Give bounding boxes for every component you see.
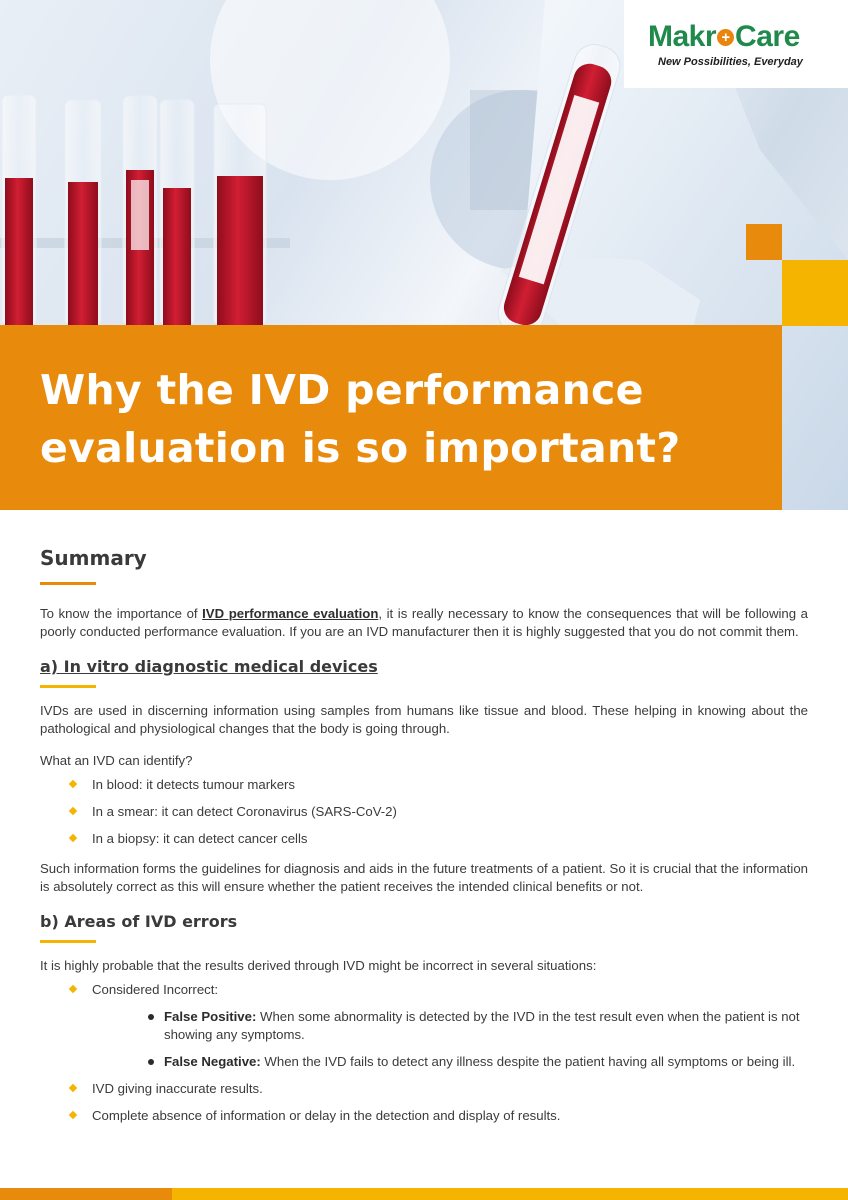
- list-item-text: In blood: it detects tumour markers: [92, 777, 296, 792]
- section-a-underline: [40, 685, 96, 688]
- sublist-item: False Negative: When the IVD fails to de…: [144, 1053, 808, 1071]
- footer-bar-yellow: [172, 1188, 848, 1200]
- section-a-paragraph-1: IVDs are used in discerning information …: [40, 703, 808, 736]
- summary-paragraph: To know the importance of IVD performanc…: [40, 605, 808, 641]
- summary-text-pre: To know the importance of: [40, 606, 203, 621]
- section-a-question: What an IVD can identify?: [40, 753, 193, 768]
- company-logo: Makr + Care New Possibilities, Everyday: [624, 0, 848, 88]
- false-positive-term: False Positive:: [164, 1009, 257, 1024]
- logo-plus-icon: +: [717, 29, 735, 46]
- diamond-bullet-icon: [68, 984, 78, 994]
- article-body: Summary To know the importance of IVD pe…: [40, 540, 808, 1134]
- list-item-text: In a biopsy: it can detect cancer cells: [92, 831, 308, 846]
- list-item-text: In a smear: it can detect Coronavirus (S…: [92, 804, 397, 819]
- list-item: In a smear: it can detect Coronavirus (S…: [68, 803, 808, 821]
- section-b-underline: [40, 940, 96, 943]
- summary-text-post: , it is really necessary to know the con…: [40, 606, 808, 639]
- logo-text-right: Care: [735, 20, 800, 53]
- diamond-bullet-icon: [68, 1110, 78, 1120]
- sublist-item: False Positive: When some abnormality is…: [144, 1008, 808, 1044]
- section-a-heading: a) In vitro diagnostic medical devices: [40, 657, 378, 676]
- false-negative-term: False Negative:: [164, 1054, 261, 1069]
- false-positive-text: When some abnormality is detected by the…: [164, 1009, 800, 1042]
- page-title-line-1: Why the IVD performance: [40, 366, 644, 414]
- footer-bar-orange: [0, 1188, 172, 1200]
- false-negative-text: When the IVD fails to detect any illness…: [260, 1054, 796, 1069]
- title-band: Why the IVD performance evaluation is so…: [0, 325, 782, 510]
- logo-text-left: Makr: [648, 20, 717, 53]
- ivd-identify-list: In blood: it detects tumour markers In a…: [40, 776, 808, 848]
- diamond-bullet-icon: [68, 779, 78, 789]
- list-item: Considered Incorrect: False Positive: Wh…: [68, 981, 808, 1071]
- list-item: Complete absence of information or delay…: [68, 1107, 808, 1125]
- list-item-text: IVD giving inaccurate results.: [92, 1081, 263, 1096]
- diamond-bullet-icon: [68, 806, 78, 816]
- ivd-performance-evaluation-link[interactable]: IVD performance evaluation: [202, 606, 379, 621]
- summary-underline: [40, 582, 96, 585]
- page-title: Why the IVD performance evaluation is so…: [40, 361, 770, 477]
- list-item-text: Considered Incorrect:: [92, 982, 219, 997]
- dot-bullet-icon: [148, 1014, 154, 1020]
- ivd-errors-list: Considered Incorrect: False Positive: Wh…: [40, 981, 808, 1125]
- list-item: In a biopsy: it can detect cancer cells: [68, 830, 808, 848]
- section-b-heading: b) Areas of IVD errors: [40, 912, 238, 931]
- hero-banner: Makr + Care New Possibilities, Everyday Wh…: [0, 0, 848, 510]
- incorrect-results-sublist: False Positive: When some abnormality is…: [92, 1008, 808, 1071]
- logo-wordmark: Makr + Care: [648, 20, 800, 54]
- diamond-bullet-icon: [68, 833, 78, 843]
- page-title-line-2: evaluation is so important?: [40, 424, 681, 472]
- dot-bullet-icon: [148, 1059, 154, 1065]
- list-item: IVD giving inaccurate results.: [68, 1080, 808, 1098]
- list-item: In blood: it detects tumour markers: [68, 776, 808, 794]
- decorative-yellow-square: [782, 260, 848, 326]
- section-a-paragraph-2: Such information forms the guidelines fo…: [40, 861, 808, 894]
- logo-tagline: New Possibilities, Everyday: [658, 56, 803, 68]
- list-item-text: Complete absence of information or delay…: [92, 1108, 561, 1123]
- summary-heading: Summary: [40, 546, 147, 570]
- section-b-intro: It is highly probable that the results d…: [40, 958, 597, 973]
- decorative-orange-square: [746, 224, 782, 260]
- diamond-bullet-icon: [68, 1083, 78, 1093]
